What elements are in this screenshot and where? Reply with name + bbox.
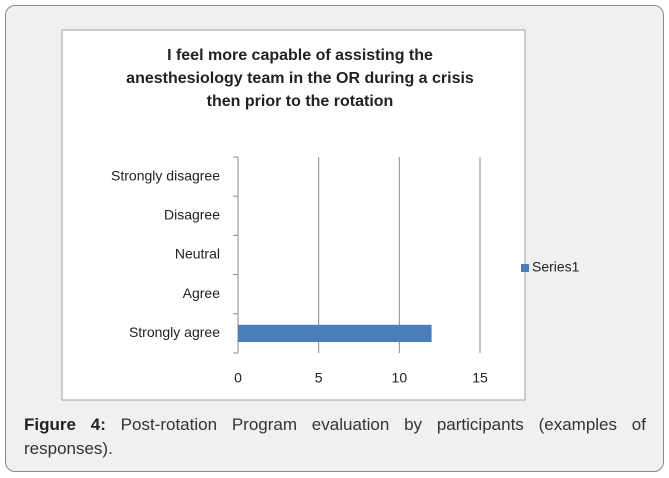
y-tick-label: Strongly disagree (111, 167, 220, 183)
chart-title: I feel more capable of assisting the ane… (126, 47, 474, 110)
x-tick-label: 5 (315, 370, 323, 386)
legend-label: Series1 (532, 259, 580, 275)
figure-label: Figure 4: (24, 415, 106, 434)
y-tick-label: Neutral (175, 246, 220, 262)
legend-swatch (521, 264, 529, 272)
caption: Figure 4: Post-rotation Program evaluati… (24, 413, 646, 461)
y-tick-label: Disagree (164, 207, 220, 223)
x-tick-label: 0 (234, 370, 242, 386)
x-tick-label: 10 (392, 370, 408, 386)
x-tick-label: 15 (472, 370, 488, 386)
y-tick-label: Strongly agree (129, 324, 220, 340)
caption-text: Post-rotation Program evaluation by part… (24, 415, 646, 458)
y-tick-label: Agree (183, 285, 221, 301)
bar (238, 324, 432, 343)
